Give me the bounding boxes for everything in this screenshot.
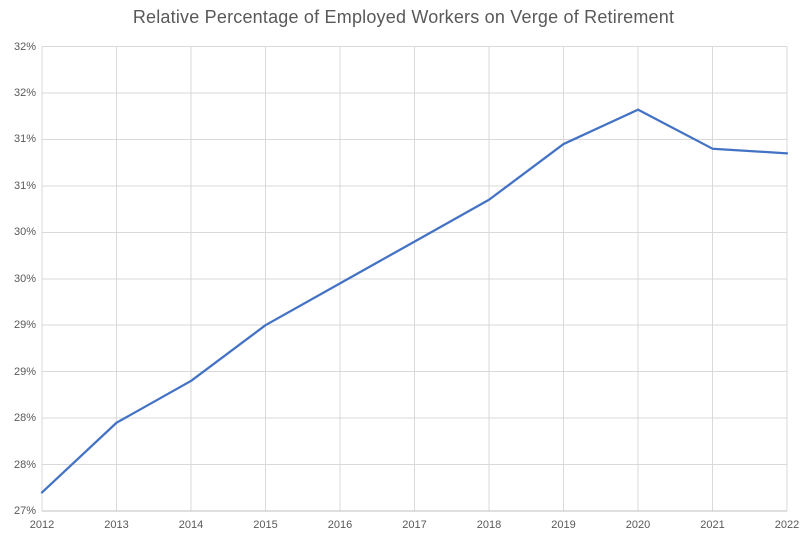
y-axis-tick-label: 28% — [13, 412, 36, 425]
chart-title: Relative Percentage of Employed Workers … — [132, 7, 675, 27]
y-axis-tick-label: 31% — [13, 133, 36, 146]
x-axis-tick-label: 2016 — [327, 519, 353, 531]
x-axis-tick-label: 2015 — [253, 519, 278, 531]
x-axis-tick-label: 2020 — [625, 519, 651, 531]
y-axis-tick-label: 29% — [13, 365, 36, 378]
data-series-line — [40, 108, 789, 494]
x-axis-tick-label: 2019 — [551, 519, 576, 531]
x-axis-tick-label: 2022 — [774, 519, 800, 531]
y-axis-tick-label: 27% — [13, 505, 36, 517]
x-axis-tick-label: 2014 — [178, 519, 204, 531]
y-axis-tick-label: 30% — [13, 272, 36, 285]
x-axis-tick-label: 2018 — [476, 519, 502, 531]
y-axis-tick-label: 31% — [13, 179, 36, 192]
x-axis-tick-label: 2021 — [700, 519, 725, 531]
y-axis-tick-label: 32% — [13, 40, 36, 53]
x-axis-tick-label: 2012 — [29, 519, 55, 531]
y-axis-tick-label: 28% — [13, 458, 36, 471]
x-axis-tick-label: 2017 — [402, 519, 427, 531]
y-axis-tick-label: 32% — [13, 86, 36, 99]
y-axis-tick-label: 30% — [13, 226, 36, 239]
y-axis-tick-label: 29% — [13, 319, 36, 332]
x-axis-tick-label: 2013 — [104, 519, 129, 531]
